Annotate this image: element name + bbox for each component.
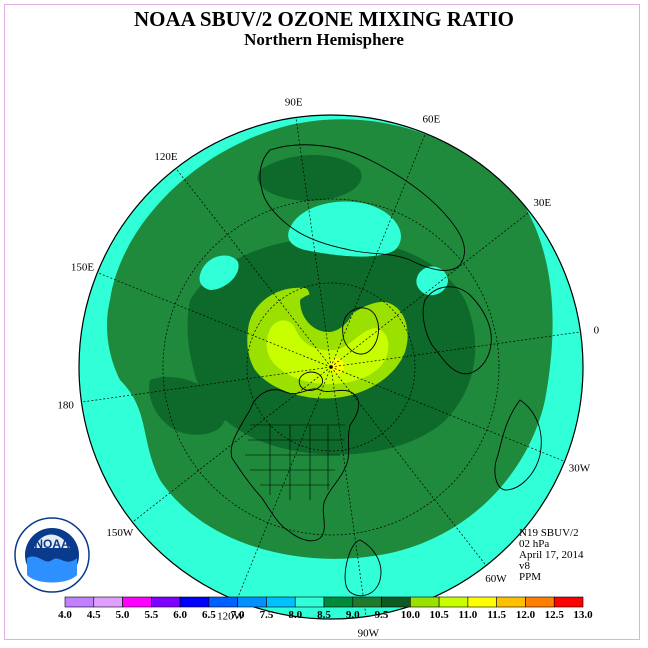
info-units: PPM — [519, 571, 542, 583]
info-satellite: N19 SBUV/2 — [519, 527, 579, 539]
longitude-label: 60E — [423, 114, 441, 126]
longitude-label: 90W — [358, 627, 380, 639]
logo-gull — [34, 534, 70, 548]
colorbar-tick-label: 9.5 — [375, 609, 389, 621]
map-title: NOAA SBUV/2 OZONE MIXING RATIO — [134, 7, 514, 31]
meridian-line — [97, 272, 332, 368]
page-frame — [4, 4, 640, 640]
longitude-label: 30W — [569, 462, 591, 474]
colorbar-tick-label: 7.5 — [260, 609, 274, 621]
meridian-line — [330, 366, 565, 462]
colorbar-swatch — [438, 596, 469, 608]
coast-europe — [422, 286, 492, 375]
coast-greenland — [342, 307, 379, 355]
colorbar-tick-label: 12.5 — [545, 609, 565, 621]
colorbar-swatch — [122, 596, 152, 608]
longitude-label: 60W — [485, 573, 507, 585]
colorbar-swatch — [294, 596, 325, 608]
logo-text: NOAA — [34, 537, 70, 551]
coast-hudson-bay — [298, 371, 323, 391]
longitude-label: 0 — [594, 325, 600, 337]
colorbar-tick-label: 11.0 — [459, 609, 478, 621]
info-level: 02 hPa — [519, 538, 550, 550]
meridians — [81, 117, 581, 617]
colorbar-tick-label: 7.0 — [231, 609, 245, 621]
field-hole-pacific — [199, 255, 239, 290]
colorbar-tick-label: 9.0 — [346, 609, 360, 621]
colorbar: 4.0 4.5 5.0 5.5 6.0 6.5 7.0 7.5 8.0 8.5 9.0 9.5 10.0… — [58, 596, 593, 621]
map-subtitle: Northern Hemisphere — [244, 30, 404, 49]
field-hole-north — [288, 201, 401, 257]
coast-africa — [494, 399, 542, 491]
longitude-label: 120W — [217, 611, 245, 623]
meridian-line — [330, 133, 426, 368]
info-version: v8 — [519, 560, 530, 572]
colorbar-swatch — [553, 596, 584, 608]
colorbar-tick-label: 13.0 — [573, 609, 593, 621]
colorbar-tick-label: 5.5 — [144, 609, 158, 621]
meridian-line — [132, 366, 332, 523]
colorbar-swatch — [266, 596, 296, 608]
colorbar-swatch — [525, 596, 555, 608]
latitude-circle-60 — [246, 282, 416, 452]
colorbar-tick-label: 11.5 — [487, 609, 506, 621]
longitude-label: 30E — [533, 197, 551, 209]
colorbar-swatch — [151, 596, 181, 608]
colorbar-tick-label: 6.5 — [202, 609, 216, 621]
logo-wave — [27, 556, 77, 583]
field-inner-patch-2 — [257, 155, 362, 201]
coast-south-america — [344, 539, 382, 597]
meridian-line — [236, 366, 332, 601]
coast-asia — [259, 144, 465, 271]
colorbar-swatch — [64, 596, 95, 608]
longitude-label: 90E — [285, 97, 303, 109]
colorbar-swatch — [410, 596, 440, 608]
longitude-label: 150W — [106, 527, 134, 539]
meridian-line — [81, 366, 332, 403]
longitude-label: 180 — [57, 399, 74, 411]
colorbar-tick-label: 12.0 — [516, 609, 536, 621]
colorbar-tick-label: 6.0 — [173, 609, 187, 621]
map-boundary — [78, 114, 584, 620]
colorbar-swatch — [179, 596, 210, 608]
graticule — [81, 117, 581, 617]
colorbar-tick-label: 10.5 — [429, 609, 449, 621]
longitude-label: 120E — [154, 151, 178, 163]
colorbar-swatch — [496, 596, 526, 608]
coast-north-america — [230, 388, 360, 542]
state-borders — [245, 424, 345, 500]
colorbar-swatch — [208, 596, 238, 608]
colorbar-tick-label: 4.5 — [87, 609, 101, 621]
meridian-line — [330, 366, 367, 617]
colorbar-swatch — [323, 596, 354, 608]
colorbar-swatch — [381, 596, 411, 608]
meridian-line — [295, 117, 332, 368]
field-peak — [266, 320, 389, 385]
meridian-line — [175, 168, 332, 368]
meridian-line — [330, 331, 581, 368]
colorbar-swatch — [352, 596, 382, 608]
colorbar-swatch — [237, 596, 267, 608]
colorbar-swatch — [93, 596, 123, 608]
colorbar-tick-label: 8.0 — [288, 609, 302, 621]
colorbar-tick-label: 8.5 — [317, 609, 331, 621]
field-inner-patch — [149, 376, 226, 435]
info-date: April 17, 2014 — [519, 549, 584, 561]
coastlines — [230, 144, 542, 597]
longitude-label: 150E — [71, 262, 95, 274]
colorbar-swatch — [467, 596, 497, 608]
noaa-logo: NOAA — [14, 517, 90, 593]
latitude-circle-30 — [162, 198, 500, 536]
colorbar-tick-label: 5.0 — [116, 609, 130, 621]
longitude-labels: 90E 60E 30E 0 30W 60W 90W 120W 150W 180 150E 120E — [57, 97, 599, 640]
colorbar-tick-label: 10.0 — [401, 609, 421, 621]
field-core-gap — [300, 291, 354, 333]
colorbar-tick-label: 4.0 — [58, 609, 72, 621]
